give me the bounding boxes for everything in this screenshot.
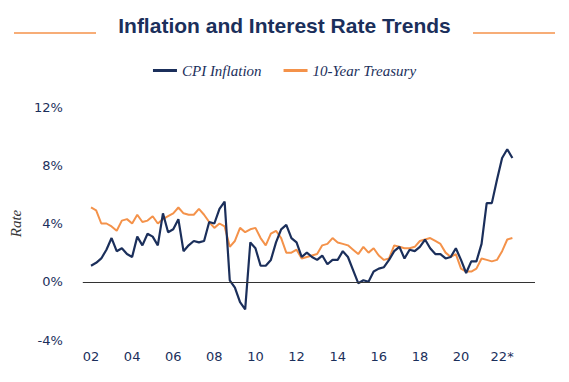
svg-text:02: 02 (83, 349, 100, 364)
svg-text:4%: 4% (42, 216, 63, 231)
svg-text:8%: 8% (42, 158, 63, 173)
svg-text:10-Year Treasury: 10-Year Treasury (313, 63, 417, 79)
svg-text:Inflation and Interest Rate Tr: Inflation and Interest Rate Trends (118, 14, 451, 37)
svg-text:0%: 0% (42, 274, 63, 289)
svg-text:12: 12 (288, 349, 305, 364)
svg-text:16: 16 (371, 349, 388, 364)
svg-text:10: 10 (247, 349, 264, 364)
svg-text:12%: 12% (34, 100, 63, 115)
svg-text:22*: 22* (491, 349, 515, 364)
svg-text:-4%: -4% (37, 333, 62, 348)
svg-text:04: 04 (124, 349, 141, 364)
svg-text:20: 20 (453, 349, 470, 364)
svg-text:Rate: Rate (8, 209, 24, 238)
svg-text:14: 14 (329, 349, 346, 364)
svg-text:18: 18 (412, 349, 429, 364)
svg-text:06: 06 (165, 349, 182, 364)
svg-text:08: 08 (206, 349, 223, 364)
svg-text:CPI Inflation: CPI Inflation (182, 63, 262, 79)
